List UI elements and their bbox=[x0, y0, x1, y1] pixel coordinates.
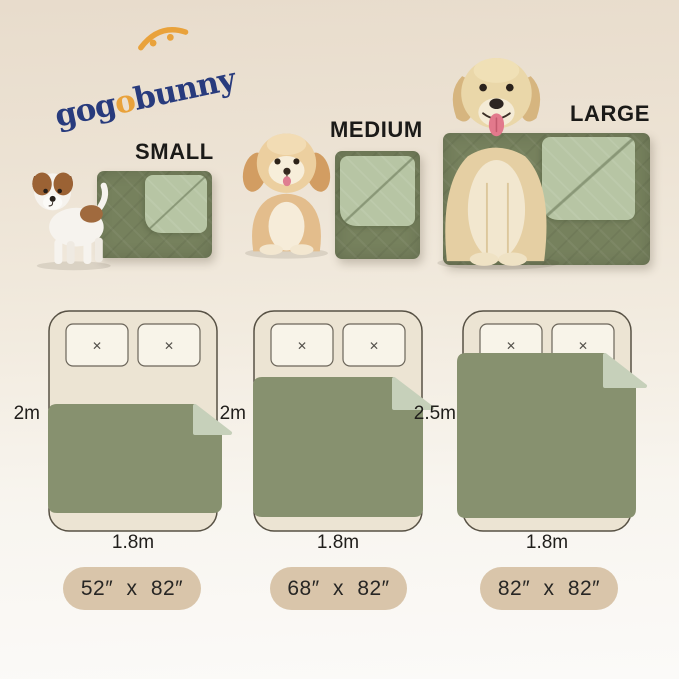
blanket-on-bed bbox=[253, 377, 423, 517]
brand-name-suffix: bunny bbox=[131, 61, 240, 118]
blanket-on-bed bbox=[48, 404, 222, 513]
bed-diagram-medium: ✕ ✕ bbox=[253, 310, 434, 534]
pillow-left bbox=[65, 323, 129, 367]
pillow-left bbox=[270, 323, 334, 367]
size-label-small: SMALL bbox=[135, 139, 214, 164]
large-dog-illustration bbox=[437, 58, 560, 270]
brand-name-prefix: gog bbox=[52, 87, 119, 135]
blanket-size-badge-small: 52″ x 82″ bbox=[63, 567, 201, 610]
pillow-x-icon: ✕ bbox=[369, 339, 379, 353]
blanket-fold-corner bbox=[193, 404, 232, 435]
bed-diagram-large: ✕ ✕ bbox=[457, 310, 647, 534]
blanket-on-bed bbox=[457, 353, 636, 518]
smile-dot-icon bbox=[149, 39, 157, 47]
pillow-right bbox=[137, 323, 201, 367]
blanket-size-badge-large: 82″ x 82″ bbox=[480, 567, 618, 610]
bed-length-medium: 2m bbox=[219, 403, 246, 424]
pillow-x-icon: ✕ bbox=[578, 339, 588, 353]
pillow-right bbox=[342, 323, 406, 367]
size-label-medium: MEDIUM bbox=[330, 117, 423, 142]
blanket-fold-small bbox=[145, 175, 207, 233]
pillow-x-icon: ✕ bbox=[164, 339, 174, 353]
bed-width-small: 1.8m bbox=[111, 532, 155, 553]
medium-dog-illustration bbox=[242, 133, 331, 259]
brand-logo: gogobunny bbox=[38, 22, 248, 135]
bed-diagram-small: ✕ ✕ bbox=[48, 310, 232, 534]
blanket-photo-medium bbox=[335, 151, 420, 259]
bed-width-large: 1.8m bbox=[525, 532, 569, 553]
blanket-fold-corner bbox=[603, 353, 647, 388]
blanket-photo-small bbox=[97, 171, 212, 258]
pillow-x-icon: ✕ bbox=[92, 339, 102, 353]
size-label-large: LARGE bbox=[570, 101, 650, 126]
bed-length-large: 2.5m bbox=[413, 403, 456, 424]
pillow-x-icon: ✕ bbox=[297, 339, 307, 353]
small-dog-illustration bbox=[32, 172, 111, 271]
blanket-fold-large bbox=[542, 137, 635, 220]
brand-name: gogobunny bbox=[52, 61, 240, 135]
smile-arc-icon bbox=[138, 27, 189, 51]
smile-dot-icon bbox=[166, 33, 174, 41]
blanket-fold-corner bbox=[392, 377, 434, 410]
bed-length-small: 2m bbox=[13, 403, 40, 424]
bed-width-medium: 1.8m bbox=[316, 532, 360, 553]
blanket-size-badge-medium: 68″ x 82″ bbox=[270, 567, 407, 610]
blanket-fold-medium bbox=[340, 156, 415, 226]
pillow-x-icon: ✕ bbox=[506, 339, 516, 353]
brand-logo-art: gogobunny bbox=[52, 27, 240, 135]
